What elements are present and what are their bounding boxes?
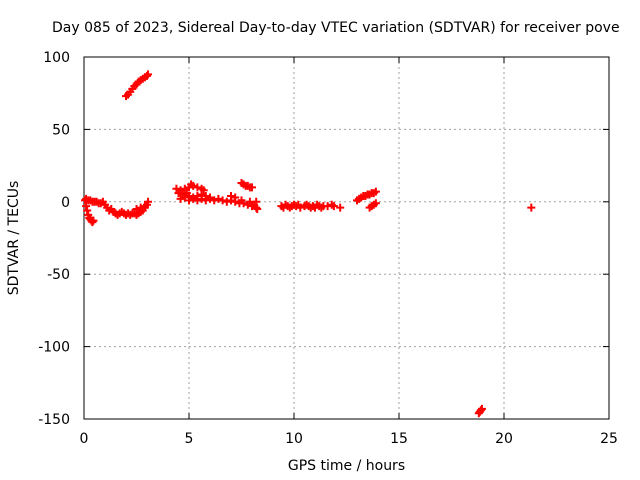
y-tick-label: -100	[38, 340, 70, 356]
x-tick-label: 20	[495, 431, 513, 447]
data-point	[296, 203, 305, 212]
data-point	[136, 203, 145, 212]
x-tick-label: 5	[185, 431, 194, 447]
data-point	[253, 205, 262, 214]
x-tick-label: 25	[600, 431, 618, 447]
y-tick-label: 0	[61, 195, 70, 211]
data-point	[237, 196, 246, 205]
x-axis-label: GPS time / hours	[288, 458, 405, 474]
y-tick-label: 100	[43, 50, 70, 66]
data-point	[180, 193, 189, 202]
x-tick-label: 15	[390, 431, 408, 447]
data-point	[336, 203, 345, 212]
data-point	[248, 183, 256, 192]
data-point	[227, 192, 235, 201]
data-point	[222, 197, 231, 206]
data-point	[174, 189, 183, 198]
chart-title: Day 085 of 2023, Sidereal Day-to-day VTE…	[52, 20, 620, 36]
data-point	[329, 202, 338, 211]
data-point	[477, 404, 486, 413]
data-point	[371, 187, 380, 196]
data-point	[89, 216, 98, 225]
data-point	[143, 71, 151, 80]
data-point	[172, 184, 181, 193]
data-point	[476, 406, 485, 415]
y-tick-label: -150	[38, 412, 70, 428]
data-point	[527, 203, 536, 212]
y-axis-label: SDTVAR / TECUs	[6, 181, 22, 296]
x-tick-label: 10	[285, 431, 303, 447]
grid-lines	[84, 57, 609, 419]
data-point	[176, 194, 185, 203]
data-point	[189, 181, 198, 190]
data-point	[83, 206, 92, 215]
data-point	[214, 194, 223, 203]
data-point	[371, 199, 380, 208]
x-tick-label: 0	[80, 431, 89, 447]
data-point	[210, 196, 219, 205]
data-point	[231, 197, 240, 206]
axis-ticks	[83, 56, 610, 420]
data-point	[189, 194, 198, 203]
plot-frame	[83, 56, 610, 420]
y-tick-label: -50	[47, 267, 70, 283]
data-point	[201, 196, 210, 205]
data-point	[144, 197, 153, 206]
data-point	[199, 186, 208, 195]
data-points	[81, 70, 536, 418]
data-point	[218, 196, 227, 205]
data-point	[144, 70, 153, 79]
data-point	[82, 202, 91, 211]
data-point	[88, 218, 97, 227]
data-point	[206, 194, 214, 203]
data-point	[197, 194, 206, 203]
data-point	[132, 205, 141, 214]
data-point	[193, 183, 202, 192]
data-point	[140, 202, 149, 211]
tick-labels: 0 5 10 15 20 25 100 50 0 -50 -100 -150	[38, 50, 618, 447]
data-point	[180, 184, 189, 193]
data-point	[252, 197, 261, 206]
data-point	[193, 196, 202, 205]
y-tick-label: 50	[52, 122, 70, 138]
data-point	[185, 196, 193, 205]
